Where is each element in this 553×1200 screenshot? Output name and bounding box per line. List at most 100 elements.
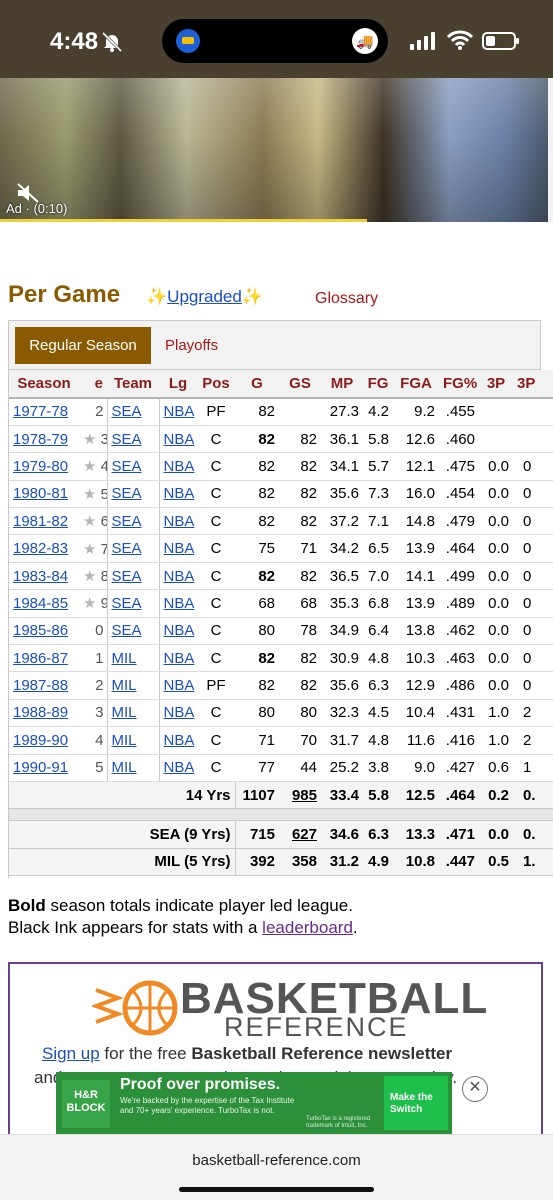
league-link[interactable]: NBA	[163, 649, 195, 667]
team-cell[interactable]: SEA	[106, 507, 159, 536]
tab-playoffs[interactable]: Playoffs	[165, 337, 219, 354]
league-cell[interactable]: NBA	[158, 480, 197, 509]
season-cell[interactable]: 1984-85	[9, 589, 79, 618]
team-cell[interactable]: SEA	[106, 534, 159, 563]
col-header[interactable]: Team	[107, 370, 159, 399]
league-link[interactable]: NBA	[163, 759, 195, 777]
per-game-table[interactable]: Season e Team Lg Pos G GS MP FG FGA FG% …	[8, 370, 553, 878]
team-cell[interactable]: MIL	[106, 726, 159, 755]
team-cell[interactable]: MIL	[106, 699, 159, 728]
team-link[interactable]: SEA	[111, 403, 142, 421]
season-link[interactable]: 1979-80	[13, 457, 69, 475]
season-link[interactable]: 1977-78	[13, 403, 69, 421]
ad-video[interactable]: Ad · (0:10)	[0, 78, 548, 222]
league-cell[interactable]: NBA	[158, 699, 197, 728]
col-header[interactable]: 3P	[479, 370, 513, 399]
league-link[interactable]: NBA	[163, 704, 195, 722]
col-header[interactable]: FG	[363, 370, 393, 399]
season-link[interactable]: 1990-91	[13, 759, 69, 777]
season-link[interactable]: 1989-90	[13, 731, 69, 749]
team-link[interactable]: MIL	[111, 731, 137, 749]
muted-speaker-icon[interactable]	[16, 182, 42, 204]
season-link[interactable]: 1982-83	[13, 540, 69, 558]
season-link[interactable]: 1987-88	[13, 677, 69, 695]
season-cell[interactable]: 1981-82	[9, 507, 79, 536]
team-cell[interactable]: SEA	[106, 589, 159, 618]
league-cell[interactable]: NBA	[158, 644, 197, 673]
league-cell[interactable]: NBA	[158, 562, 197, 591]
team-link[interactable]: MIL	[111, 704, 137, 722]
league-link[interactable]: NBA	[163, 457, 195, 475]
team-cell[interactable]: SEA	[106, 425, 159, 454]
team-link[interactable]: SEA	[111, 512, 142, 530]
league-link[interactable]: NBA	[163, 540, 195, 558]
home-indicator[interactable]	[179, 1187, 374, 1192]
league-link[interactable]: NBA	[163, 594, 195, 612]
team-link[interactable]: SEA	[111, 430, 142, 448]
upgraded-label[interactable]: Upgraded	[167, 287, 242, 306]
team-cell[interactable]: SEA	[106, 398, 159, 426]
browser-address-bar[interactable]: basketball-reference.com	[0, 1134, 553, 1200]
league-link[interactable]: NBA	[163, 622, 195, 640]
season-cell[interactable]: 1986-87	[9, 644, 79, 673]
team-link[interactable]: MIL	[111, 649, 137, 667]
team-cell[interactable]: MIL	[106, 644, 159, 673]
season-cell[interactable]: 1988-89	[9, 699, 79, 728]
col-header[interactable]: Pos	[197, 370, 235, 399]
col-header[interactable]: Lg	[159, 370, 197, 399]
league-cell[interactable]: NBA	[158, 507, 197, 536]
tab-regular-season[interactable]: Regular Season	[15, 327, 151, 364]
season-link[interactable]: 1978-79	[13, 430, 69, 448]
team-link[interactable]: SEA	[111, 540, 142, 558]
league-cell[interactable]: NBA	[158, 726, 197, 755]
season-cell[interactable]: 1977-78	[9, 398, 79, 426]
league-cell[interactable]: NBA	[158, 589, 197, 618]
season-cell[interactable]: 1980-81	[9, 480, 79, 509]
col-header[interactable]: e	[79, 370, 107, 399]
url-text[interactable]: basketball-reference.com	[192, 1152, 361, 1169]
league-cell[interactable]: NBA	[158, 754, 197, 782]
col-header[interactable]: 3P	[513, 370, 553, 399]
league-link[interactable]: NBA	[163, 512, 195, 530]
season-link[interactable]: 1984-85	[13, 594, 69, 612]
col-header[interactable]: MP	[321, 370, 363, 399]
team-link[interactable]: SEA	[111, 485, 142, 503]
season-cell[interactable]: 1978-79	[9, 425, 79, 454]
team-cell[interactable]: MIL	[106, 754, 159, 782]
league-link[interactable]: NBA	[163, 677, 195, 695]
upgraded-link[interactable]: ✨Upgraded✨	[146, 287, 263, 307]
league-cell[interactable]: NBA	[158, 534, 197, 563]
col-header[interactable]: G	[235, 370, 279, 399]
league-cell[interactable]: NBA	[158, 398, 197, 426]
col-header[interactable]: Season	[9, 370, 79, 399]
ad-close-button[interactable]: ✕	[462, 1076, 488, 1102]
league-link[interactable]: NBA	[163, 567, 195, 585]
season-cell[interactable]: 1990-91	[9, 754, 79, 782]
league-cell[interactable]: NBA	[158, 452, 197, 481]
team-cell[interactable]: SEA	[106, 480, 159, 509]
league-cell[interactable]: NBA	[158, 425, 197, 454]
signup-link[interactable]: Sign up	[42, 1044, 100, 1063]
col-header[interactable]: FGA	[393, 370, 439, 399]
col-header[interactable]: GS	[279, 370, 321, 399]
season-cell[interactable]: 1979-80	[9, 452, 79, 481]
col-header[interactable]: FG%	[439, 370, 479, 399]
team-cell[interactable]: MIL	[106, 671, 159, 700]
league-link[interactable]: NBA	[163, 731, 195, 749]
league-cell[interactable]: NBA	[158, 617, 197, 646]
season-link[interactable]: 1985-86	[13, 622, 69, 640]
team-link[interactable]: SEA	[111, 457, 142, 475]
team-link[interactable]: MIL	[111, 677, 137, 695]
season-cell[interactable]: 1983-84	[9, 562, 79, 591]
season-link[interactable]: 1981-82	[13, 512, 69, 530]
team-cell[interactable]: SEA	[106, 452, 159, 481]
season-link[interactable]: 1980-81	[13, 485, 69, 503]
league-link[interactable]: NBA	[163, 485, 195, 503]
banner-ad[interactable]: H&R BLOCK Proof over promises. We're bac…	[56, 1072, 484, 1134]
season-link[interactable]: 1986-87	[13, 649, 69, 667]
team-link[interactable]: SEA	[111, 622, 142, 640]
league-link[interactable]: NBA	[163, 403, 195, 421]
league-cell[interactable]: NBA	[158, 671, 197, 700]
season-cell[interactable]: 1982-83	[9, 534, 79, 563]
season-cell[interactable]: 1987-88	[9, 671, 79, 700]
